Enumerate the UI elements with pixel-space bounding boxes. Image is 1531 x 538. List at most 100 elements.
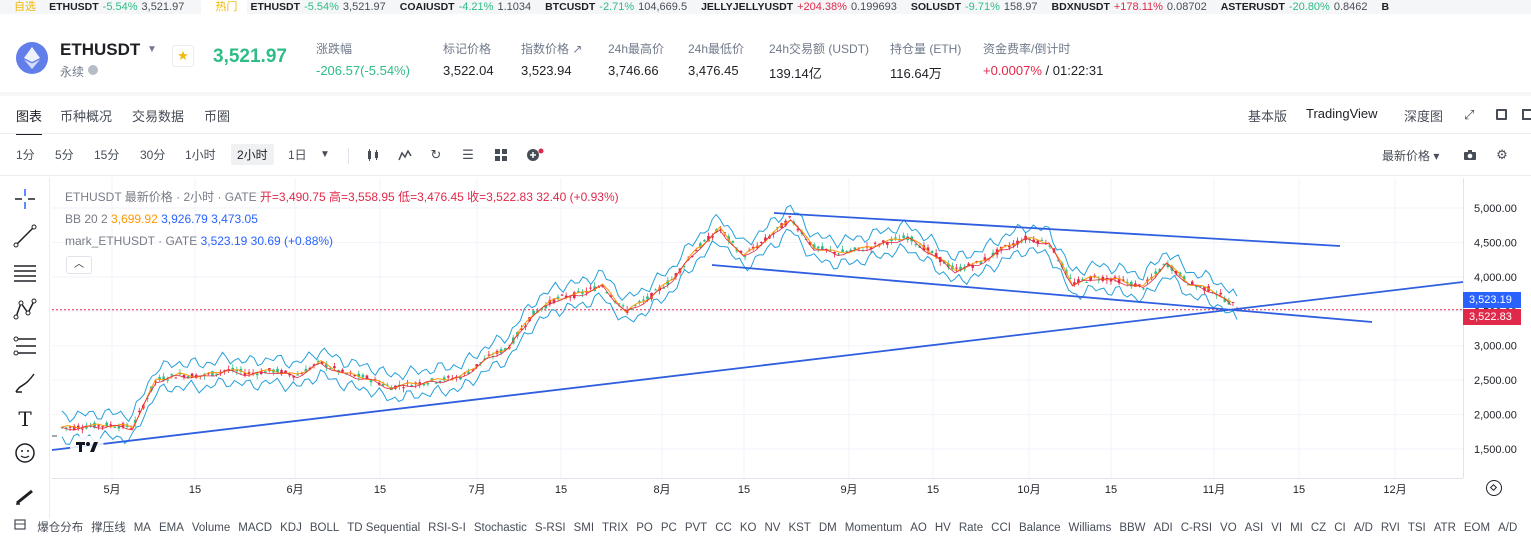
ticker-item[interactable]: JELLYJELLYUSDT +204.38% 0.199693 <box>701 0 897 14</box>
expand-icon[interactable]: ⤢ <box>1464 107 1475 122</box>
indicator-item[interactable]: KST <box>788 522 811 534</box>
tf-1h[interactable]: 1小时 <box>185 148 216 162</box>
ticker-item[interactable]: BDXNUSDT +178.11% 0.08702 <box>1052 0 1207 14</box>
tab-crypto-circle[interactable]: 币圈 <box>204 109 231 124</box>
text-tool-icon[interactable]: T <box>18 407 32 431</box>
indicator-item[interactable]: 爆仓分布 <box>37 522 84 534</box>
indicator-item[interactable]: AO <box>910 522 927 534</box>
price-axis[interactable]: 5,000.004,500.004,000.003,500.003,000.00… <box>1463 178 1531 478</box>
indicator-item[interactable]: Balance <box>1018 522 1061 534</box>
chevron-down-icon[interactable]: ▼ <box>147 44 157 55</box>
price-type-dropdown[interactable]: 最新价格 ▾ <box>1382 149 1440 163</box>
tf-1d[interactable]: 1日 <box>288 148 307 162</box>
indicator-item[interactable]: PC <box>660 522 677 534</box>
ticker-item[interactable]: SOLUSDT -9.71% 158.97 <box>911 0 1038 14</box>
camera-icon[interactable] <box>1463 148 1477 162</box>
indicator-item[interactable]: BOLL <box>309 522 340 534</box>
indicator-item[interactable]: CCI <box>991 522 1011 534</box>
indicator-item[interactable]: Rate <box>958 522 984 534</box>
refresh-icon[interactable]: ↻ <box>430 147 442 162</box>
indicator-item[interactable]: VI <box>1271 522 1283 534</box>
auto-scale-icon[interactable] <box>1486 480 1502 496</box>
indicator-item[interactable]: S-RSI <box>534 522 566 534</box>
trendline-tool-icon[interactable] <box>12 223 38 249</box>
window-icon[interactable] <box>1496 109 1507 120</box>
time-axis[interactable]: 5月 15 6月 15 7月 15 8月 15 9月 15 10月 15 11月 15 12月 <box>52 478 1463 498</box>
price-chart-svg[interactable] <box>51 178 1464 478</box>
indicator-item[interactable]: KO <box>739 522 757 534</box>
indicator-item[interactable]: RSI-S-I <box>428 522 466 534</box>
indicator-item[interactable]: Momentum <box>844 522 903 534</box>
indicator-item[interactable]: CI <box>1334 522 1346 534</box>
horizontal-lines-tool-icon[interactable] <box>12 260 38 286</box>
ticker-item[interactable]: ETHUSDT -5.54% 3,521.97 <box>250 0 385 14</box>
ruler-tool-icon[interactable] <box>12 483 38 509</box>
add-indicator-icon[interactable] <box>526 148 544 162</box>
indicator-item[interactable]: ATR <box>1433 522 1456 534</box>
candle-style-icon[interactable] <box>366 148 380 162</box>
tab-chart[interactable]: 图表 <box>16 106 43 135</box>
price-chart[interactable] <box>51 178 1464 478</box>
indicator-item[interactable]: TSI <box>1407 522 1426 534</box>
ticker-fav-tag[interactable]: 自选 <box>14 1 36 13</box>
tf-30m[interactable]: 30分 <box>140 148 166 162</box>
tf-more-chevron-icon[interactable]: ▼ <box>320 149 330 160</box>
view-basic[interactable]: 基本版 <box>1248 109 1288 124</box>
gear-icon[interactable]: ⚙ <box>1496 147 1508 162</box>
tab-coin-overview[interactable]: 币种概况 <box>60 109 113 124</box>
indicator-item[interactable]: CZ <box>1310 522 1327 534</box>
brush-tool-icon[interactable] <box>12 370 38 396</box>
ticker-hot-tag[interactable]: 热门 <box>201 0 248 14</box>
indicator-item[interactable]: ADI <box>1153 522 1173 534</box>
tf-1m[interactable]: 1分 <box>16 148 35 162</box>
indicator-item[interactable]: VO <box>1220 522 1237 534</box>
indicator-item[interactable]: EOM <box>1463 522 1491 534</box>
indicator-item[interactable]: DM <box>818 522 837 534</box>
indicator-item[interactable]: A/D <box>1353 522 1373 534</box>
settings-list-icon[interactable]: ☰ <box>462 147 474 162</box>
ticker-item[interactable]: BTCUSDT -2.71% 104,669.5 <box>545 0 687 14</box>
indicator-item[interactable]: SMI <box>573 522 595 534</box>
tf-5m[interactable]: 5分 <box>55 148 74 162</box>
favorite-star-icon[interactable]: ★ <box>172 45 194 67</box>
ticker-item[interactable]: ETHUSDT -5.54% 3,521.97 <box>49 0 184 14</box>
indicator-item[interactable]: Stochastic <box>473 522 527 534</box>
legend-collapse-chevron-icon[interactable]: ︿ <box>66 256 92 274</box>
indicator-item[interactable]: Williams <box>1068 522 1112 534</box>
pattern-tool-icon[interactable] <box>12 297 38 323</box>
indicator-item[interactable]: 撑压线 <box>91 522 126 534</box>
tf-2h[interactable]: 2小时 <box>231 144 274 165</box>
view-depth[interactable]: 深度图 <box>1404 109 1444 124</box>
indicator-item[interactable]: NV <box>764 522 781 534</box>
indicator-item[interactable]: TD Sequential <box>347 522 421 534</box>
crosshair-icon[interactable] <box>12 186 38 212</box>
tab-trade-data[interactable]: 交易数据 <box>132 109 185 124</box>
ticker-item[interactable]: ASTERUSDT -20.80% 0.8462 <box>1221 0 1368 14</box>
indicator-item[interactable]: PO <box>636 522 653 534</box>
view-tradingview[interactable]: TradingView <box>1306 106 1378 121</box>
tf-15m[interactable]: 15分 <box>94 148 120 162</box>
indicator-item[interactable]: Volume <box>191 522 231 534</box>
indicator-item[interactable]: TRIX <box>602 522 629 534</box>
side-panel-icon[interactable] <box>1522 109 1531 120</box>
indicator-item[interactable]: EMA <box>158 522 184 534</box>
ticker-item[interactable]: COAIUSDT -4.21% 1.1034 <box>400 0 531 14</box>
layout-grid-icon[interactable] <box>494 148 508 162</box>
indicator-item[interactable]: MACD <box>238 522 273 534</box>
symbol-name[interactable]: ETHUSDT <box>60 40 141 59</box>
indicator-item[interactable]: PVT <box>684 522 708 534</box>
indicator-item[interactable]: CC <box>715 522 732 534</box>
indicator-item[interactable]: A/D <box>1498 522 1518 534</box>
indicator-item[interactable]: MI <box>1290 522 1303 534</box>
emoji-tool-icon[interactable] <box>12 440 38 466</box>
indicator-item[interactable]: MA <box>133 522 151 534</box>
indicator-item[interactable]: C-RSI <box>1180 522 1213 534</box>
indicator-item[interactable]: RVI <box>1380 522 1400 534</box>
indicator-item[interactable]: ASI <box>1244 522 1264 534</box>
fib-tool-icon[interactable] <box>12 333 38 359</box>
ticker-item[interactable]: B <box>1382 0 1398 14</box>
indicator-item[interactable]: BBW <box>1119 522 1146 534</box>
indicators-icon[interactable] <box>398 148 412 162</box>
info-icon[interactable] <box>88 65 98 75</box>
indicator-item[interactable]: HV <box>934 522 951 534</box>
